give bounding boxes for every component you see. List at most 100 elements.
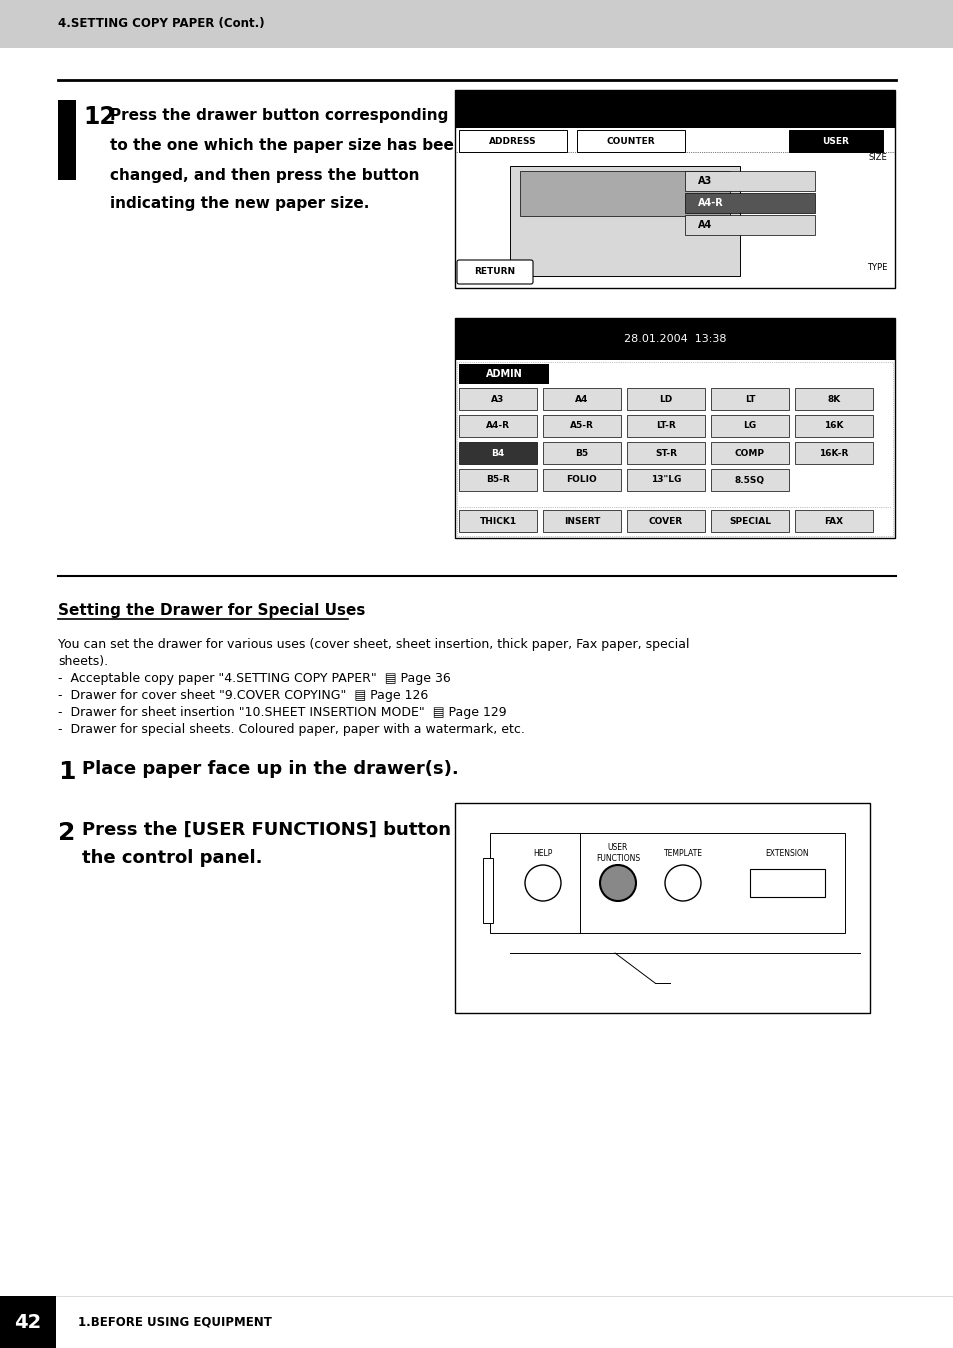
Bar bbox=[794, 415, 872, 437]
Text: B5: B5 bbox=[575, 449, 588, 457]
Text: LD: LD bbox=[659, 395, 672, 403]
Text: 12: 12 bbox=[83, 105, 115, 129]
Bar bbox=[0, 1295, 953, 1348]
Text: SIZE: SIZE bbox=[867, 154, 886, 163]
Circle shape bbox=[664, 865, 700, 900]
Text: THICK1: THICK1 bbox=[479, 516, 516, 526]
Bar bbox=[458, 364, 548, 384]
Bar bbox=[458, 415, 537, 437]
Text: EXTENSION: EXTENSION bbox=[765, 848, 808, 857]
Text: 4.SETTING COPY PAPER (Cont.): 4.SETTING COPY PAPER (Cont.) bbox=[58, 18, 264, 31]
Text: TYPE: TYPE bbox=[865, 263, 886, 272]
Bar bbox=[684, 171, 814, 191]
Text: HELP: HELP bbox=[533, 848, 552, 857]
Bar bbox=[458, 388, 537, 410]
Bar bbox=[626, 442, 704, 464]
Bar bbox=[684, 193, 814, 213]
Text: LT: LT bbox=[744, 395, 755, 403]
Text: FAX: FAX bbox=[823, 516, 842, 526]
Text: A4-R: A4-R bbox=[485, 422, 510, 430]
Bar bbox=[794, 510, 872, 532]
Bar bbox=[0, 0, 953, 49]
Text: ST-R: ST-R bbox=[655, 449, 677, 457]
Bar bbox=[455, 318, 894, 360]
Bar bbox=[458, 442, 537, 464]
Bar bbox=[542, 442, 620, 464]
Text: TEMPLATE: TEMPLATE bbox=[662, 848, 701, 857]
Text: COUNTER: COUNTER bbox=[606, 136, 655, 146]
Circle shape bbox=[599, 865, 636, 900]
Bar bbox=[626, 510, 704, 532]
Text: Place paper face up in the drawer(s).: Place paper face up in the drawer(s). bbox=[82, 760, 458, 778]
Text: 1.BEFORE USING EQUIPMENT: 1.BEFORE USING EQUIPMENT bbox=[78, 1316, 272, 1329]
Bar bbox=[519, 171, 729, 216]
Text: -  Acceptable copy paper "4.SETTING COPY PAPER"  ▤ Page 36: - Acceptable copy paper "4.SETTING COPY … bbox=[58, 673, 450, 685]
Bar bbox=[542, 469, 620, 491]
Text: indicating the new paper size.: indicating the new paper size. bbox=[110, 195, 369, 212]
Text: COVER: COVER bbox=[648, 516, 682, 526]
Text: 16K-R: 16K-R bbox=[819, 449, 848, 457]
Bar bbox=[456, 363, 892, 537]
Bar bbox=[542, 510, 620, 532]
FancyBboxPatch shape bbox=[456, 260, 533, 284]
Text: ADDRESS: ADDRESS bbox=[489, 136, 537, 146]
Bar bbox=[710, 415, 788, 437]
Text: SPECIAL: SPECIAL bbox=[728, 516, 770, 526]
Bar bbox=[710, 510, 788, 532]
Bar bbox=[788, 129, 882, 152]
Bar bbox=[710, 442, 788, 464]
Bar bbox=[490, 833, 844, 933]
Text: the control panel.: the control panel. bbox=[82, 849, 262, 867]
Text: -  Drawer for cover sheet "9.COVER COPYING"  ▤ Page 126: - Drawer for cover sheet "9.COVER COPYIN… bbox=[58, 689, 428, 702]
Text: Setting the Drawer for Special Uses: Setting the Drawer for Special Uses bbox=[58, 603, 365, 617]
Bar bbox=[794, 442, 872, 464]
Bar bbox=[455, 90, 894, 128]
Text: 2: 2 bbox=[58, 821, 75, 845]
Text: A5-R: A5-R bbox=[570, 422, 594, 430]
Bar bbox=[794, 388, 872, 410]
Text: You can set the drawer for various uses (cover sheet, sheet insertion, thick pap: You can set the drawer for various uses … bbox=[58, 638, 689, 651]
Bar bbox=[458, 129, 566, 152]
Text: A4-R: A4-R bbox=[698, 198, 723, 208]
Text: 8K: 8K bbox=[826, 395, 840, 403]
Text: 8.5SQ: 8.5SQ bbox=[734, 476, 764, 484]
Circle shape bbox=[524, 865, 560, 900]
Text: changed, and then press the button: changed, and then press the button bbox=[110, 168, 419, 183]
Text: sheets).: sheets). bbox=[58, 655, 108, 669]
Text: 16K: 16K bbox=[823, 422, 842, 430]
Text: LG: LG bbox=[742, 422, 756, 430]
Text: 1: 1 bbox=[58, 760, 75, 785]
Bar bbox=[0, 1295, 56, 1348]
Text: LT-R: LT-R bbox=[656, 422, 675, 430]
Text: USER
FUNCTIONS: USER FUNCTIONS bbox=[596, 844, 639, 863]
Text: ADMIN: ADMIN bbox=[485, 369, 522, 379]
Bar bbox=[458, 469, 537, 491]
Text: 28.01.2004  13:38: 28.01.2004 13:38 bbox=[623, 334, 725, 344]
Text: Press the drawer button corresponding: Press the drawer button corresponding bbox=[110, 108, 448, 123]
Text: 13"LG: 13"LG bbox=[650, 476, 680, 484]
Text: A4: A4 bbox=[575, 395, 588, 403]
Text: COMP: COMP bbox=[734, 449, 764, 457]
Bar bbox=[458, 510, 537, 532]
Bar bbox=[626, 469, 704, 491]
Text: A3: A3 bbox=[698, 177, 712, 186]
Bar bbox=[455, 90, 894, 288]
Text: B4: B4 bbox=[491, 449, 504, 457]
Text: FOLIO: FOLIO bbox=[566, 476, 597, 484]
Text: 42: 42 bbox=[14, 1313, 42, 1332]
Text: A4: A4 bbox=[698, 220, 712, 231]
Text: -  Drawer for special sheets. Coloured paper, paper with a watermark, etc.: - Drawer for special sheets. Coloured pa… bbox=[58, 723, 524, 736]
Bar bbox=[542, 415, 620, 437]
Bar bbox=[510, 166, 740, 276]
Bar bbox=[626, 415, 704, 437]
Text: USER: USER bbox=[821, 136, 848, 146]
Bar bbox=[455, 803, 869, 1012]
Text: -  Drawer for sheet insertion "10.SHEET INSERTION MODE"  ▤ Page 129: - Drawer for sheet insertion "10.SHEET I… bbox=[58, 706, 506, 718]
Bar bbox=[577, 129, 684, 152]
Bar bbox=[58, 100, 76, 181]
Text: to the one which the paper size has been: to the one which the paper size has been bbox=[110, 137, 464, 154]
Bar bbox=[542, 388, 620, 410]
Bar bbox=[710, 388, 788, 410]
Bar bbox=[710, 469, 788, 491]
Text: Press the [USER FUNCTIONS] button on: Press the [USER FUNCTIONS] button on bbox=[82, 821, 482, 838]
